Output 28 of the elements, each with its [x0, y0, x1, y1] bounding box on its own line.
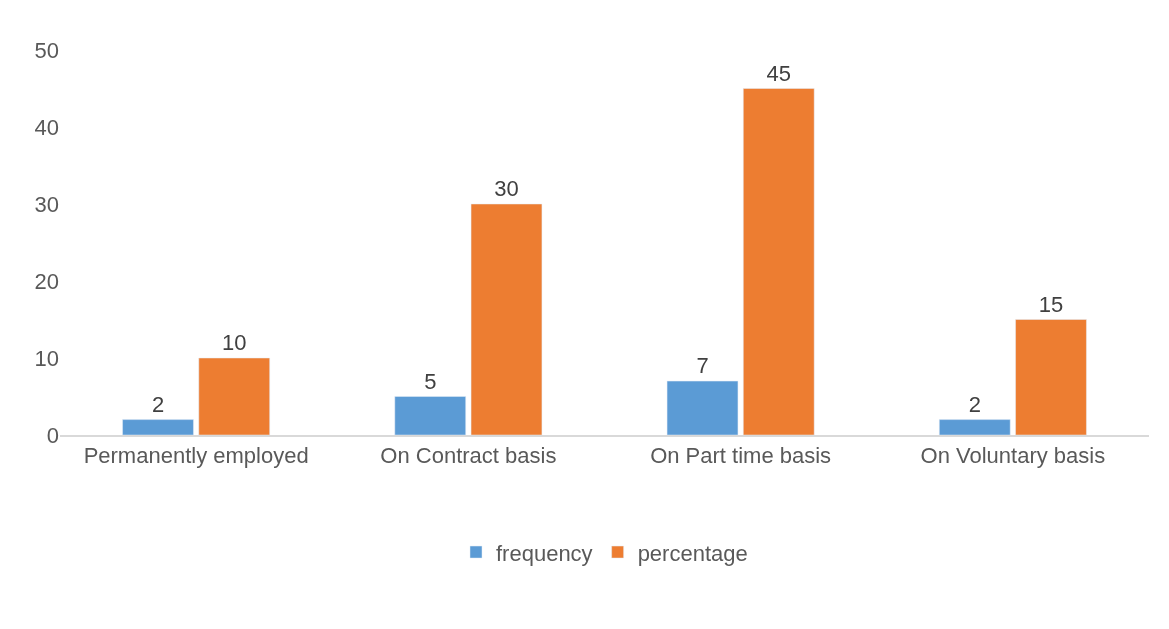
bar [122, 419, 194, 435]
bar [743, 88, 815, 435]
bar [470, 203, 543, 435]
data-label: 30 [494, 176, 519, 201]
data-label: 15 [1038, 291, 1064, 317]
x-tick-label: Permanently employed [83, 443, 309, 469]
data-label: 45 [766, 60, 791, 86]
legend-label: percentage [637, 540, 748, 566]
bar [939, 419, 1011, 435]
y-tick-label: 0 [46, 422, 59, 448]
legend-label: frequency [496, 540, 593, 566]
y-tick-label: 50 [34, 37, 59, 63]
data-label: 5 [424, 368, 437, 394]
y-tick-label: 20 [34, 268, 59, 294]
bar [394, 396, 466, 435]
data-label: 2 [151, 391, 165, 417]
x-tick-label: On Part time basis [650, 443, 832, 469]
data-label: 10 [222, 330, 247, 355]
data-label: 7 [696, 353, 709, 379]
x-tick-label: On Voluntary basis [920, 443, 1106, 469]
data-label: 2 [968, 391, 981, 417]
x-tick-label: On Contract basis [380, 443, 557, 469]
bar [198, 357, 270, 435]
y-tick-label: 30 [34, 191, 59, 217]
bar [666, 380, 739, 435]
y-tick-label: 10 [34, 345, 59, 371]
y-tick-label: 40 [34, 114, 59, 140]
bar [1015, 319, 1087, 435]
